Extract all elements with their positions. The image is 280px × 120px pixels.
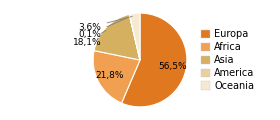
Wedge shape — [94, 14, 140, 60]
Legend: Europa, Africa, Asia, America, Oceania: Europa, Africa, Asia, America, Oceania — [198, 25, 258, 95]
Text: 21,8%: 21,8% — [96, 71, 124, 80]
Text: 0,1%: 0,1% — [79, 18, 127, 39]
Wedge shape — [129, 14, 140, 60]
Text: 18,1%: 18,1% — [73, 30, 106, 47]
Wedge shape — [129, 13, 140, 60]
Wedge shape — [93, 51, 140, 103]
Wedge shape — [122, 13, 187, 107]
Text: 56,5%: 56,5% — [159, 62, 187, 71]
Text: 3,6%: 3,6% — [79, 16, 132, 32]
